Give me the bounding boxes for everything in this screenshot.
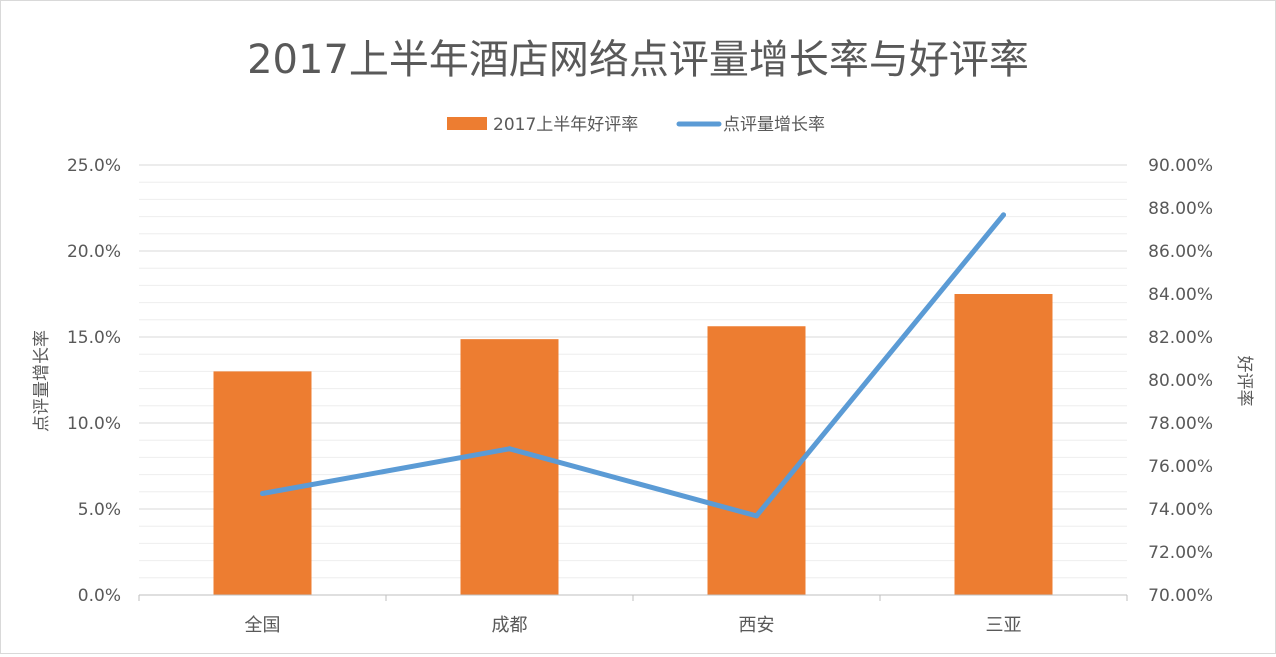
- y-right-tick-label: 76.00%: [1148, 457, 1213, 477]
- line-series: [260, 212, 1006, 519]
- y-axis-left-label: 点评量增长率: [32, 330, 52, 432]
- line-point: [1001, 212, 1006, 218]
- y-left-tick-label: 20.0%: [67, 242, 121, 262]
- y-right-tick-label: 82.00%: [1148, 328, 1213, 348]
- y-axis-right-ticks: 70.00% 72.00% 74.00% 76.00% 78.00% 80.00% 82.0…: [1148, 156, 1213, 606]
- legend-swatch-bar: [447, 117, 487, 130]
- line-point: [754, 513, 759, 519]
- y-axis-right-label: 好评率: [1234, 356, 1254, 407]
- y-right-tick-label: 78.00%: [1148, 414, 1213, 434]
- y-right-tick-label: 72.00%: [1148, 543, 1213, 563]
- chart-title: 2017上半年酒店网络点评量增长率与好评率: [247, 37, 1029, 83]
- y-left-tick-label: 10.0%: [67, 414, 121, 434]
- bar: [213, 371, 312, 595]
- bars: [213, 294, 1053, 595]
- y-right-tick-label: 84.00%: [1148, 285, 1213, 305]
- x-tick-label: 成都: [492, 615, 528, 636]
- y-axis-left-ticks: 0.0% 5.0% 10.0% 15.0% 20.0% 25.0%: [67, 156, 121, 606]
- y-left-tick-label: 15.0%: [67, 328, 121, 348]
- y-right-tick-label: 70.00%: [1148, 586, 1213, 606]
- legend: 2017上半年好评率 点评量增长率: [447, 115, 825, 135]
- x-axis-ticks: 全国 成都 西安 三亚: [138, 594, 1128, 636]
- bar: [460, 339, 559, 595]
- y-left-tick-label: 0.0%: [78, 586, 121, 606]
- line-point: [260, 491, 265, 497]
- y-right-tick-label: 90.00%: [1148, 156, 1213, 176]
- legend-label-bar: 2017上半年好评率: [493, 115, 638, 135]
- bar: [954, 294, 1053, 595]
- x-tick-label: 全国: [245, 615, 281, 636]
- y-right-tick-label: 88.00%: [1148, 199, 1213, 219]
- y-left-tick-label: 25.0%: [67, 156, 121, 176]
- line-path: [260, 212, 1006, 519]
- y-right-tick-label: 74.00%: [1148, 500, 1213, 520]
- x-tick-label: 西安: [739, 615, 775, 636]
- y-left-tick-label: 5.0%: [78, 500, 121, 520]
- bar: [707, 326, 806, 595]
- line-point: [507, 446, 512, 452]
- legend-label-line: 点评量增长率: [723, 115, 825, 135]
- y-right-tick-label: 80.00%: [1148, 371, 1213, 391]
- x-tick-label: 三亚: [986, 615, 1022, 636]
- y-right-tick-label: 86.00%: [1148, 242, 1213, 262]
